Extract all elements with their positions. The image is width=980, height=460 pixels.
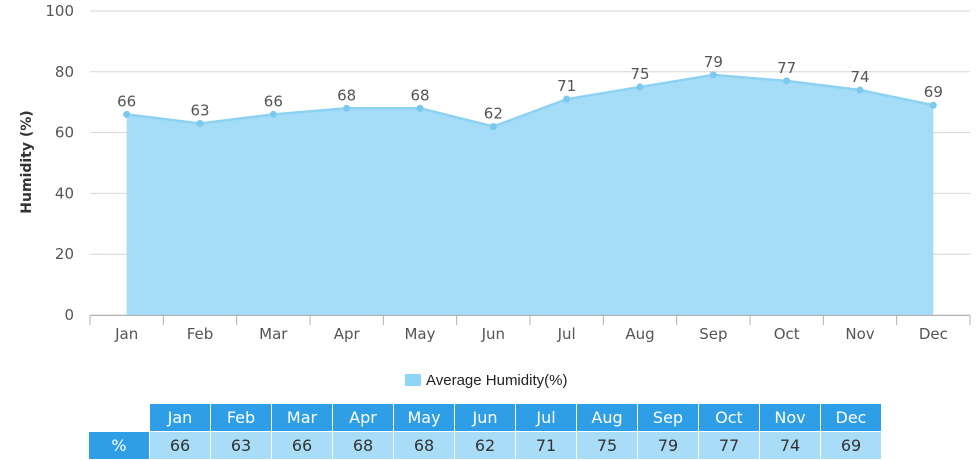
x-tick-label-sep: Sep: [699, 325, 727, 343]
data-point-oct: [783, 77, 791, 85]
data-point-jun: [489, 123, 497, 131]
table-month-apr: Apr: [332, 403, 394, 432]
y-tick-label-60: 60: [55, 124, 74, 142]
y-axis-title: Humidity (%): [19, 110, 35, 213]
data-point-dec: [929, 101, 937, 109]
x-tick-label-dec: Dec: [919, 325, 948, 343]
legend-swatch: [405, 374, 421, 386]
x-tick-label-jul: Jul: [557, 325, 576, 343]
plot-area: [123, 71, 937, 315]
x-tick-label-nov: Nov: [845, 325, 874, 343]
table-value-sep: 79: [637, 431, 699, 460]
data-label-dec: 69: [924, 83, 943, 101]
data-point-sep: [709, 71, 717, 79]
table-month-may: May: [393, 403, 455, 432]
area-fill: [126, 74, 934, 315]
data-label-sep: 79: [704, 53, 723, 71]
data-label-oct: 77: [777, 59, 796, 77]
x-tick-label-may: May: [404, 325, 435, 343]
data-label-mar: 66: [264, 92, 283, 110]
table-value-mar: 66: [271, 431, 333, 460]
x-tick-label-apr: Apr: [334, 325, 361, 343]
data-point-jan: [123, 110, 131, 118]
x-tick-label-jan: Jan: [114, 325, 138, 343]
table-value-jul: 71: [515, 431, 577, 460]
table-value-oct: 77: [698, 431, 760, 460]
humidity-area-chart: 0 20 40 60 80 100 Jan Feb Mar Apr May Jun Jul Aug Sep…: [19, 2, 971, 343]
series-line: [126, 73, 934, 128]
table-value-dec: 69: [820, 431, 882, 460]
data-label-jan: 66: [117, 92, 136, 110]
data-point-nov: [856, 86, 864, 94]
table-month-sep: Sep: [637, 403, 699, 432]
x-tick-label-aug: Aug: [625, 325, 654, 343]
data-label-jun: 62: [484, 105, 503, 123]
table-month-dec: Dec: [820, 403, 882, 432]
x-tick-label-jun: Jun: [481, 325, 505, 343]
table-month-jul: Jul: [515, 403, 577, 432]
table-month-jan: Jan: [149, 403, 211, 432]
y-tick-label-100: 100: [45, 2, 74, 20]
table-value-nov: 74: [759, 431, 821, 460]
table-value-jan: 66: [149, 431, 211, 460]
table-month-jun: Jun: [454, 403, 516, 432]
legend-label: Average Humidity(%): [426, 371, 568, 389]
chart-legend[interactable]: Average Humidity(%): [405, 370, 567, 390]
data-label-feb: 63: [190, 101, 209, 119]
table-value-jun: 62: [454, 431, 516, 460]
table-value-feb: 63: [210, 431, 272, 460]
data-label-apr: 68: [337, 86, 356, 104]
x-tick-label-mar: Mar: [259, 325, 288, 343]
table-value-row: % 66 63 66 68 68 62 71 75 79 77 74 69: [88, 431, 882, 460]
table-header-row: Jan Feb Mar Apr May Jun Jul Aug Sep Oct Nov Dec: [88, 403, 882, 432]
humidity-data-table: Jan Feb Mar Apr May Jun Jul Aug Sep Oct Nov Dec % 6…: [88, 403, 882, 460]
table-month-feb: Feb: [210, 403, 272, 432]
data-point-apr: [343, 104, 351, 112]
y-tick-label-80: 80: [55, 63, 74, 81]
data-label-may: 68: [410, 86, 429, 104]
x-tick-label-feb: Feb: [187, 325, 214, 343]
y-axis: 0 20 40 60 80 100: [45, 2, 74, 324]
table-month-aug: Aug: [576, 403, 638, 432]
table-row-label: %: [88, 431, 150, 460]
table-value-may: 68: [393, 431, 455, 460]
data-point-aug: [636, 83, 644, 91]
data-labels: 66 63 66 68 68 62 71 75 79 77 74 69: [117, 53, 943, 123]
y-tick-label-0: 0: [64, 306, 74, 324]
data-point-feb: [196, 119, 204, 127]
table-month-oct: Oct: [698, 403, 760, 432]
x-tick-label-oct: Oct: [774, 325, 800, 343]
x-axis: Jan Feb Mar Apr May Jun Jul Aug Sep Oct Nov Dec: [89, 315, 971, 343]
table-month-nov: Nov: [759, 403, 821, 432]
data-label-jul: 71: [557, 77, 576, 95]
data-point-jul: [563, 95, 571, 103]
table-value-aug: 75: [576, 431, 638, 460]
data-label-nov: 74: [850, 68, 869, 86]
y-tick-label-40: 40: [55, 184, 74, 202]
data-label-aug: 75: [630, 65, 649, 83]
data-point-may: [416, 104, 424, 112]
y-tick-label-20: 20: [55, 245, 74, 263]
table-value-apr: 68: [332, 431, 394, 460]
data-point-mar: [269, 110, 277, 118]
table-month-mar: Mar: [271, 403, 333, 432]
table-corner: [88, 403, 150, 432]
